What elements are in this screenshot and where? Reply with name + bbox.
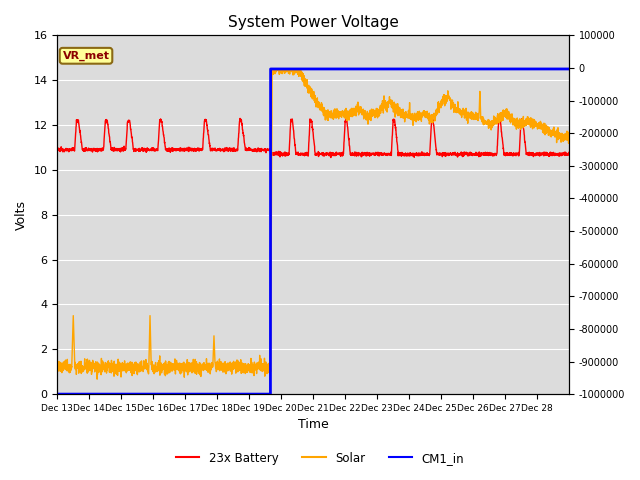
Y-axis label: Volts: Volts — [15, 200, 28, 230]
Text: VR_met: VR_met — [63, 51, 109, 61]
Legend: 23x Battery, Solar, CM1_in: 23x Battery, Solar, CM1_in — [171, 447, 469, 469]
X-axis label: Time: Time — [298, 419, 328, 432]
Title: System Power Voltage: System Power Voltage — [228, 15, 399, 30]
